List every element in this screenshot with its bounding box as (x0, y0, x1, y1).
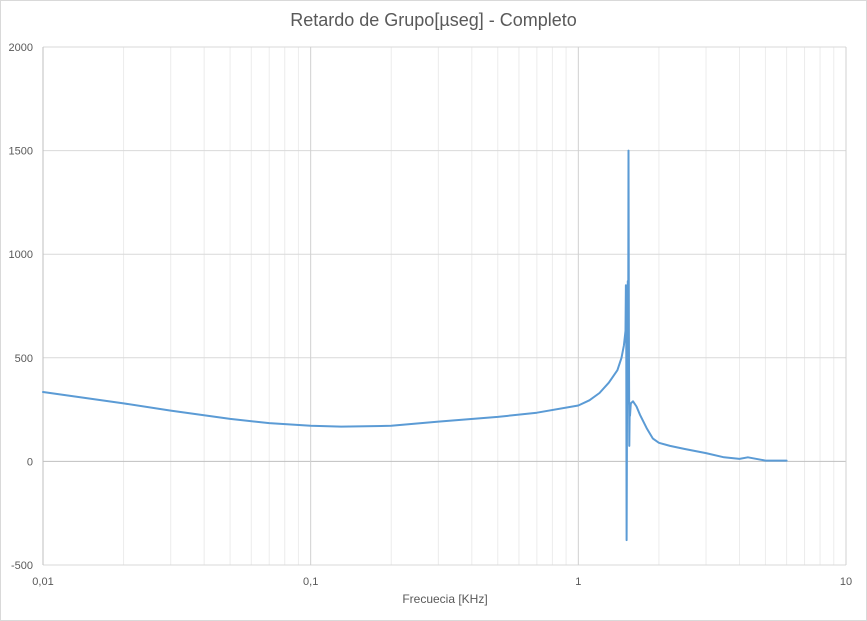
y-tick-label: 2000 (9, 42, 33, 54)
y-tick-label: 1000 (9, 249, 33, 261)
y-axis-tick-labels: -500 0 500 1000 1500 2000 (9, 42, 33, 572)
y-tick-label: 0 (27, 456, 33, 468)
x-tick-label: 10 (840, 576, 852, 588)
x-axis-tick-labels: 0,01 0,1 1 10 (32, 576, 852, 588)
x-axis-title: Frecuecia [KHz] (402, 592, 488, 606)
y-tick-label: 500 (15, 353, 33, 365)
series-line (42, 149, 788, 542)
y-tick-label: 1500 (9, 146, 33, 158)
x-tick-label: 1 (575, 576, 581, 588)
chart-title: Retardo de Grupo[µseg] - Completo (290, 10, 577, 30)
minor-gridlines (123, 47, 835, 565)
x-tick-label: 0,01 (32, 576, 53, 588)
series-layer (42, 149, 788, 542)
x-tick-label: 0,1 (303, 576, 318, 588)
y-tick-label: -500 (11, 560, 33, 572)
major-gridlines (42, 46, 847, 566)
